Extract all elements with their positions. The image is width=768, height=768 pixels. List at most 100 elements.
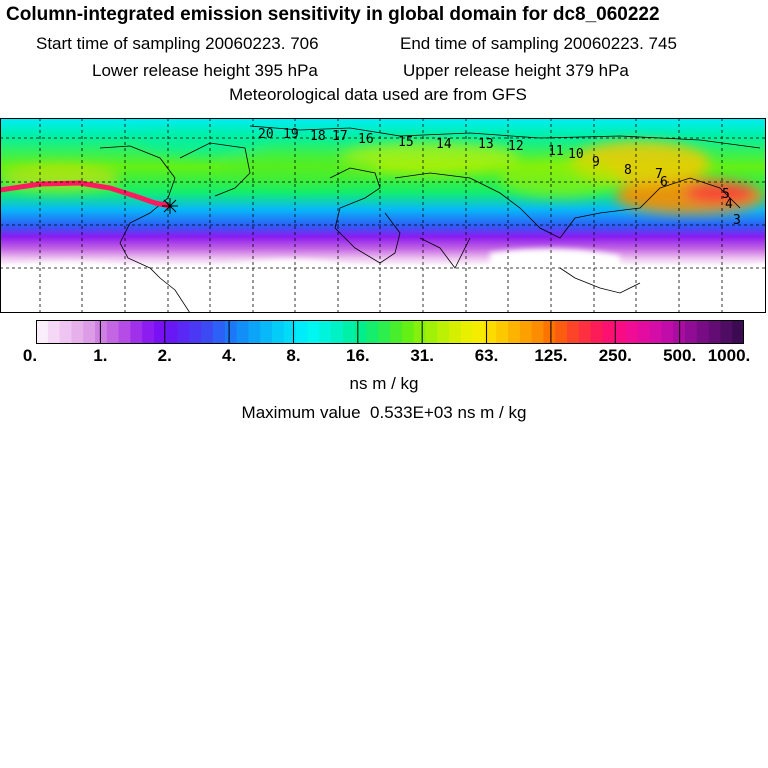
track-label: 18 — [310, 129, 326, 144]
colorbar-cell — [342, 320, 356, 344]
coastlines — [99, 125, 761, 313]
colorbar-cell — [213, 320, 226, 344]
colorbar-tick-label: 500. — [663, 346, 697, 365]
maximum-value-line: Maximum value 0.533E+03 ns m / kg — [0, 403, 768, 423]
track-label: 8 — [624, 163, 632, 178]
colorbar-cell — [590, 320, 603, 344]
colorbar — [36, 320, 744, 344]
track-label: 20 — [258, 127, 274, 142]
colorbar-tick-label: 1. — [93, 346, 108, 365]
colorbar-cell — [59, 320, 72, 344]
colorbar-cell — [272, 320, 285, 344]
colorbar-cell — [106, 320, 120, 344]
colorbar-cell — [189, 320, 202, 344]
colorbar-tick-label: 1000. — [707, 346, 751, 365]
met-data-label: Meteorological data used are from GFS — [229, 85, 527, 104]
colorbar-cell — [83, 320, 96, 344]
colorbar-cell — [602, 320, 615, 344]
max-value-unit: ns m / kg — [452, 403, 527, 422]
colorbar-cell — [142, 320, 155, 344]
colorbar-cell — [649, 320, 662, 344]
colorbar-cell — [732, 320, 744, 344]
track-label: 11 — [548, 144, 564, 159]
colorbar-cell — [378, 320, 391, 344]
colorbar-cell — [567, 320, 580, 344]
colorbar-tick-label: 125. — [534, 346, 568, 365]
colorbar-cell — [307, 320, 320, 344]
start-time-label: Start time of sampling 20060223. 706 — [36, 34, 319, 53]
colorbar-cell — [449, 320, 462, 344]
colorbar-cell — [283, 320, 297, 344]
colorbar-cell — [555, 320, 568, 344]
colorbar-cell — [496, 320, 509, 344]
colorbar-tick-label: 8. — [286, 346, 301, 365]
colorbar-cell — [36, 320, 49, 344]
track-label: 3 — [733, 213, 741, 228]
colorbar-cell — [484, 320, 497, 344]
colorbar-cell — [637, 320, 651, 344]
colorbar-cell — [118, 320, 131, 344]
max-value-number: 0.533E+03 — [365, 403, 453, 422]
colorbar-cell — [295, 320, 308, 344]
colorbar-cell — [201, 320, 214, 344]
colorbar-cell — [508, 320, 521, 344]
colorbar-cell — [519, 320, 533, 344]
track-label: 15 — [398, 135, 414, 150]
lower-height-label: Lower release height 395 hPa — [92, 61, 318, 80]
colorbar-cell — [425, 320, 438, 344]
colorbar-cell — [614, 320, 627, 344]
colorbar-cell — [626, 320, 639, 344]
track-label: 6 — [660, 175, 668, 190]
colorbar-tick-label: 16. — [345, 346, 370, 365]
colorbar-cell — [154, 320, 167, 344]
track-label: 10 — [568, 147, 584, 162]
colorbar-cell — [685, 320, 698, 344]
colorbar-cell — [331, 320, 344, 344]
colorbar-unit-label: ns m / kg — [349, 374, 419, 393]
grid-lines — [0, 118, 766, 313]
colorbar-cell — [401, 320, 415, 344]
colorbar-cell — [224, 320, 238, 344]
colorbar-cell — [366, 320, 379, 344]
low-sensitivity-region — [0, 248, 766, 313]
colorbar-cell — [390, 320, 403, 344]
track-label: 9 — [592, 155, 600, 170]
colorbar-tick-label: 2. — [157, 346, 172, 365]
colorbar-tick-label: 250. — [598, 346, 632, 365]
colorbar-cell — [413, 320, 426, 344]
upper-height-label: Upper release height 379 hPa — [403, 61, 629, 80]
colorbar-cell — [437, 320, 450, 344]
track-label: 12 — [508, 139, 524, 154]
colorbar-cell — [661, 320, 674, 344]
colorbar-cell — [130, 320, 143, 344]
colorbar-cell — [354, 320, 367, 344]
track-label: 4 — [725, 197, 733, 212]
colorbar-tick-label: 0. — [22, 346, 38, 365]
track-label: 14 — [436, 137, 452, 152]
colorbar-cell — [531, 320, 544, 344]
track-label: 5 — [722, 187, 730, 202]
colorbar-cell — [708, 320, 721, 344]
track-label: 17 — [332, 129, 348, 144]
track-label: 19 — [283, 127, 299, 142]
track-label: 7 — [655, 167, 663, 182]
colorbar-cell — [460, 320, 474, 344]
colorbar-cell — [696, 320, 710, 344]
colorbar-cell — [260, 320, 273, 344]
colorbar-cell — [720, 320, 733, 344]
colorbar-cell — [71, 320, 84, 344]
release-marker — [162, 198, 178, 214]
colorbar-cell — [319, 320, 332, 344]
colorbar-cell — [578, 320, 592, 344]
colorbar-cell — [236, 320, 249, 344]
colorbar-cell — [177, 320, 190, 344]
colorbar-cell — [165, 320, 179, 344]
colorbar-cell — [248, 320, 261, 344]
track-label: 13 — [478, 137, 494, 152]
track-label: 16 — [358, 132, 374, 147]
colorbar-tick-label: 63. — [474, 346, 499, 365]
colorbar-cell — [472, 320, 485, 344]
sensitivity-highlights — [0, 131, 765, 214]
plot-title: Column-integrated emission sensitivity i… — [6, 4, 660, 25]
map-frame — [0, 118, 766, 313]
